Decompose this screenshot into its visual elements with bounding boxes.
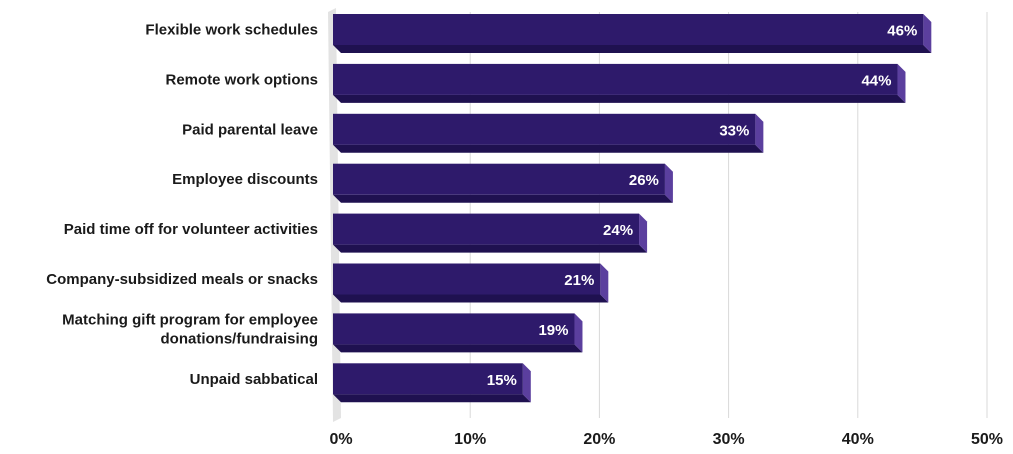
category-label-line: Matching gift program for employee (62, 311, 318, 328)
category-label: Company-subsidized meals or snacks (46, 271, 318, 288)
bar (333, 213, 640, 245)
x-tick-label: 40% (842, 431, 874, 448)
bar-side-face (923, 14, 932, 53)
data-label: 19% (538, 322, 568, 339)
bar-side-face (664, 163, 673, 203)
bar-bottom-face (333, 344, 583, 353)
bar (333, 363, 523, 395)
bar-group: 26% (333, 163, 673, 203)
bar-side-face (600, 263, 609, 303)
category-label: Flexible work schedules (145, 22, 318, 39)
bar (333, 313, 575, 345)
category-label-line: Paid time off for volunteer activities (64, 221, 318, 238)
x-axis-tick-labels: 0% 10% 20% 30% 40% 50% (329, 431, 1003, 448)
category-labels: Flexible work schedules Remote work optio… (46, 22, 318, 388)
bar-side-face (755, 113, 764, 153)
category-label-line: Remote work options (165, 71, 318, 88)
data-label: 44% (861, 72, 891, 89)
x-tick-label: 50% (971, 431, 1003, 448)
bar-group: 33% (333, 113, 764, 153)
x-tick-label: 30% (713, 431, 745, 448)
bar (333, 263, 601, 295)
bar-side-face (897, 63, 906, 103)
bar-bottom-face (333, 394, 531, 403)
bar-bottom-face (333, 244, 648, 253)
bar-group: 15% (333, 363, 531, 403)
bar-group: 46% (333, 14, 932, 53)
category-label-line: Flexible work schedules (145, 22, 318, 39)
x-tick-label: 20% (583, 431, 615, 448)
bar-side-face (639, 213, 648, 253)
category-label-line: Paid parental leave (182, 121, 318, 138)
bar-bottom-face (333, 294, 609, 303)
category-label: Employee discounts (172, 171, 318, 188)
category-label-line: Company-subsidized meals or snacks (46, 271, 318, 288)
bars: 46% 44% 33% 26% 24% 21% 19% 15% (333, 14, 932, 403)
bar-side-face (574, 313, 583, 353)
bar-bottom-face (333, 94, 906, 103)
bar-group: 44% (333, 63, 906, 103)
category-label: Matching gift program for employee donati… (62, 311, 318, 347)
category-label: Remote work options (165, 71, 318, 88)
data-label: 15% (487, 372, 517, 389)
category-label: Paid parental leave (182, 121, 318, 138)
data-label: 24% (603, 222, 633, 239)
bar-bottom-face (333, 144, 764, 153)
data-label: 26% (629, 172, 659, 189)
category-label-line: Employee discounts (172, 171, 318, 188)
data-label: 46% (887, 23, 917, 40)
category-label-line: Unpaid sabbatical (190, 371, 318, 388)
category-label: Unpaid sabbatical (190, 371, 318, 388)
bar (333, 63, 898, 95)
category-label-line: donations/fundraising (161, 330, 319, 347)
bar-bottom-face (333, 45, 932, 53)
bar (333, 113, 756, 145)
bar (333, 14, 924, 45)
category-label: Paid time off for volunteer activities (64, 221, 318, 238)
bar-group: 19% (333, 313, 583, 353)
bar-group: 24% (333, 213, 648, 253)
x-tick-label: 10% (454, 431, 486, 448)
x-tick-label: 0% (329, 431, 352, 448)
data-label: 21% (564, 272, 594, 289)
data-label: 33% (719, 122, 749, 139)
bar-group: 21% (333, 263, 609, 303)
bar-bottom-face (333, 194, 673, 203)
bar-side-face (522, 363, 531, 403)
bar (333, 163, 665, 195)
